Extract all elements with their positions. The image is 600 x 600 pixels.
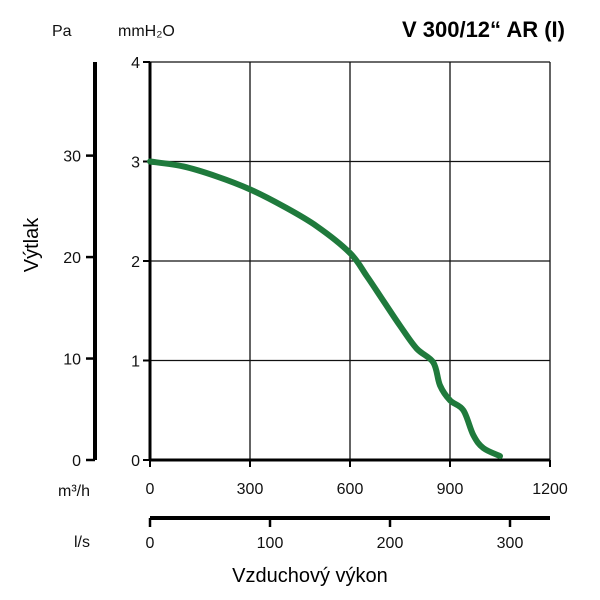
y-tick-label-1: 1 [131, 354, 140, 371]
x-tick-label-3: 900 [437, 481, 464, 498]
x-axis-label: Vzduchový výkon [232, 565, 388, 587]
pa-unit-label: Pa [52, 23, 72, 40]
chart-title: V 300/12“ AR (I) [402, 17, 565, 42]
x-tick-labels: 0 300 600 900 1200 [146, 481, 568, 498]
y-tick-label-0: 0 [131, 453, 140, 470]
y-tick-labels: 0 1 2 3 4 [131, 55, 140, 470]
mmh2o-unit-label: mmH₂O [118, 23, 175, 40]
m3h-unit-label: m³/h [58, 483, 90, 500]
pa-tick-label-2: 20 [63, 250, 81, 267]
pa-tick-label-3: 30 [63, 149, 81, 166]
x-tick-label-2: 600 [337, 481, 364, 498]
ls-tick-label-2: 200 [377, 535, 404, 552]
series-layer [147, 158, 503, 460]
x-tick-label-1: 300 [237, 481, 264, 498]
ls-tick-label-1: 100 [257, 535, 284, 552]
y-tick-label-4: 4 [131, 55, 140, 72]
y-tick-label-2: 2 [131, 254, 140, 271]
ls-axis: 0 100 200 300 [146, 516, 550, 552]
ls-unit-label: l/s [74, 534, 90, 551]
pa-tick-label-1: 10 [63, 352, 81, 369]
pa-tick-label-0: 0 [72, 453, 81, 470]
y-tick-label-3: 3 [131, 155, 140, 172]
pa-axis: 0 10 20 30 [63, 62, 97, 470]
plot-grid [143, 61, 551, 467]
y-axis-label: Výtlak [21, 217, 43, 272]
ls-tick-label-3: 300 [497, 535, 524, 552]
ls-tick-label-0: 0 [146, 535, 155, 552]
x-tick-label-0: 0 [146, 481, 155, 498]
series-line-0 [147, 158, 503, 460]
x-tick-label-4: 1200 [532, 481, 568, 498]
